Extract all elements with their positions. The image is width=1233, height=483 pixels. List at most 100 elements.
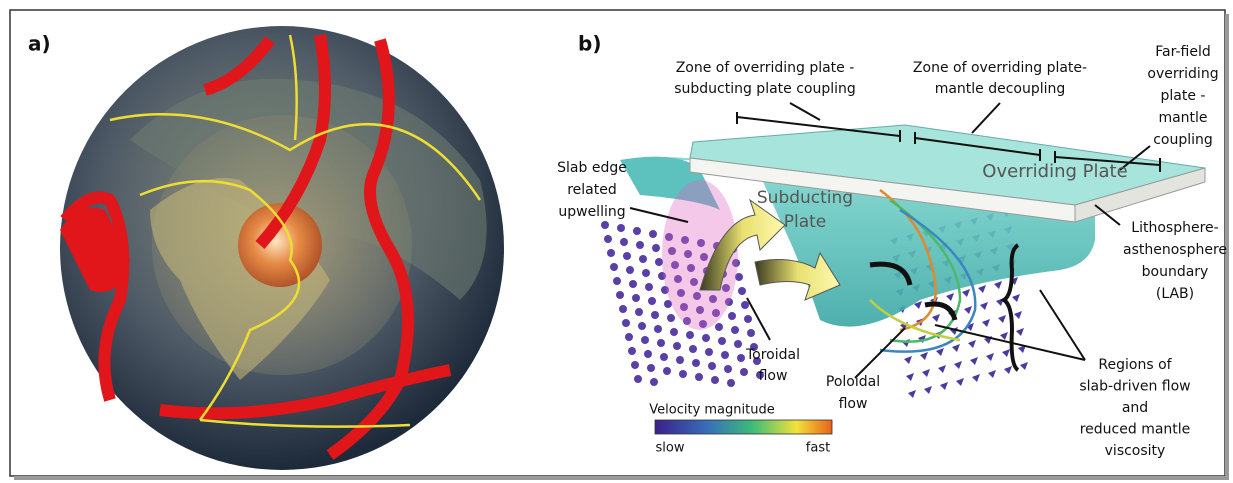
- flow-dot: [686, 331, 694, 339]
- flow-dot: [732, 259, 740, 267]
- colorbar-title: Velocity magnitude: [649, 403, 774, 418]
- flow-dot: [722, 284, 730, 292]
- flow-dot: [741, 301, 749, 309]
- flow-arrowhead: [988, 370, 996, 378]
- annotation: plate -: [1161, 88, 1206, 104]
- annotation: reduced mantle: [1080, 422, 1191, 438]
- flow-arrowhead: [986, 353, 994, 361]
- globe: [60, 26, 504, 470]
- flow-dot: [641, 336, 649, 344]
- annotation: mantle: [1158, 110, 1207, 126]
- flow-dot: [635, 308, 643, 316]
- flow-arrowhead: [952, 344, 960, 352]
- flow-dot: [702, 334, 710, 342]
- flow-arrowhead: [1014, 311, 1022, 319]
- annotation: asthenosphere: [1123, 242, 1227, 258]
- flow-dot: [695, 373, 703, 381]
- flow-dot: [747, 329, 755, 337]
- flow-arrowhead: [966, 323, 974, 331]
- flow-arrowhead: [914, 301, 922, 309]
- flow-dot: [731, 326, 739, 334]
- flow-dot: [632, 294, 640, 302]
- flow-dot: [689, 345, 697, 353]
- frame-shadow: [1225, 14, 1229, 480]
- flow-arrowhead: [970, 357, 978, 365]
- annotation: Far-field: [1155, 44, 1210, 60]
- flow-dot: [619, 305, 627, 313]
- flow-dot: [738, 287, 746, 295]
- annotation: mantle decoupling: [935, 81, 1066, 97]
- flow-dot: [633, 227, 641, 235]
- annotation: Regions of: [1098, 357, 1172, 373]
- flow-dot: [734, 340, 742, 348]
- flow-dot: [709, 295, 717, 303]
- flow-dot: [724, 365, 732, 373]
- flow-dot: [601, 221, 609, 229]
- flow-dot: [622, 319, 630, 327]
- flow-dot: [616, 291, 624, 299]
- annotation: Plate: [784, 212, 827, 232]
- flow-dot: [652, 244, 660, 252]
- flow-dot: [634, 375, 642, 383]
- flow-arrowhead: [1018, 345, 1026, 353]
- flow-arrowhead: [1020, 362, 1028, 370]
- flow-dot: [676, 356, 684, 364]
- flow-dot: [679, 370, 687, 378]
- flow-dot: [680, 303, 688, 311]
- flow-dot: [711, 376, 719, 384]
- flow-dot: [673, 342, 681, 350]
- overriding-plate: [689, 124, 1206, 223]
- flow-dot: [705, 348, 713, 356]
- flow-dot: [620, 238, 628, 246]
- flow-dot: [668, 247, 676, 255]
- flow-dot: [670, 328, 678, 336]
- flow-dot: [658, 272, 666, 280]
- annotation: (LAB): [1156, 286, 1194, 302]
- flow-dot: [697, 239, 705, 247]
- flow-dot: [718, 337, 726, 345]
- flow-dot: [607, 249, 615, 257]
- flow-dot: [728, 312, 736, 320]
- flow-dot: [696, 306, 704, 314]
- flow-arrowhead: [1004, 366, 1012, 374]
- flow-dot: [737, 354, 745, 362]
- flow-dot: [690, 278, 698, 286]
- flow-dot: [642, 269, 650, 277]
- flow-dot: [648, 297, 656, 305]
- annotation: Toroidal: [745, 347, 800, 363]
- flow-dot: [715, 323, 723, 331]
- flow-arrowhead: [946, 293, 954, 301]
- flow-dot: [657, 339, 665, 347]
- flow-dot: [674, 275, 682, 283]
- flow-arrowhead: [956, 378, 964, 386]
- flow-dot: [756, 371, 764, 379]
- flow-arrowhead: [908, 390, 916, 398]
- annotation: boundary: [1142, 264, 1209, 280]
- flow-dot: [699, 320, 707, 328]
- flow-dot: [753, 357, 761, 365]
- flow-arrowhead: [962, 289, 970, 297]
- annotation: Slab edge: [557, 160, 627, 176]
- annotation: related: [567, 182, 617, 198]
- flow-dot: [629, 280, 637, 288]
- flow-arrowhead: [904, 356, 912, 364]
- annotation: Lithosphere-: [1131, 220, 1218, 236]
- upwelling-zone: [662, 180, 738, 330]
- flow-arrowhead: [922, 369, 930, 377]
- flow-dot: [727, 379, 735, 387]
- flow-dot: [625, 333, 633, 341]
- flow-dot: [725, 298, 733, 306]
- flow-dot: [684, 250, 692, 258]
- flow-arrowhead: [980, 302, 988, 310]
- flow-arrowhead: [968, 340, 976, 348]
- flow-arrowhead: [1000, 332, 1008, 340]
- annotation: Subducting: [757, 188, 853, 208]
- annotation: flow: [759, 368, 788, 384]
- flow-dot: [683, 317, 691, 325]
- flow-arrows: [699, 198, 841, 301]
- annotation: subducting plate coupling: [674, 81, 856, 97]
- flow-arrowhead: [938, 365, 946, 373]
- flow-dot: [735, 273, 743, 281]
- flow-dot: [638, 322, 646, 330]
- flow-dot: [708, 362, 716, 370]
